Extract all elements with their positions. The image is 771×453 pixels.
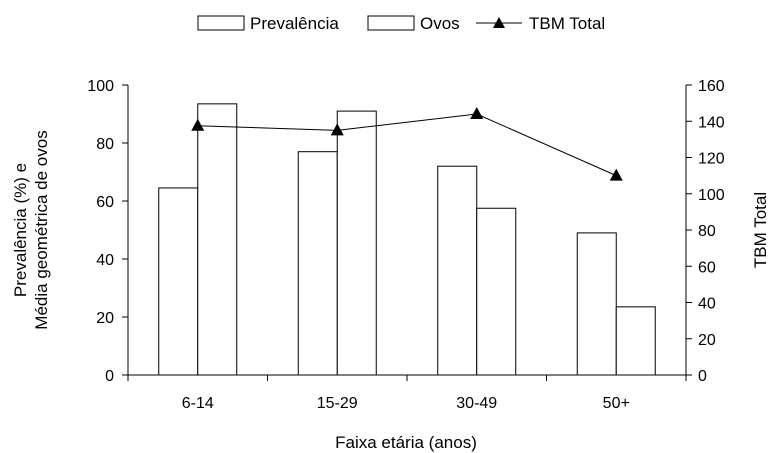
left-tick-label-5: 100 (87, 78, 114, 95)
point-tbmtotal-3 (609, 168, 623, 181)
right-tick-label-4: 80 (698, 223, 716, 240)
x-tick-label-0: 6-14 (182, 395, 214, 412)
plot-area: 0 20 40 60 80 100 0 20 40 60 80 100 120 140 160 6-14 15-… (87, 78, 725, 412)
right-tick-label-6: 120 (698, 151, 725, 168)
point-tbmtotal-2 (470, 107, 484, 119)
bar-ovos-1 (336, 110, 377, 376)
bar-ovos-0 (197, 103, 238, 376)
right-tick-label-8: 160 (698, 78, 725, 95)
x-axis-title: Faixa etária (anos) (335, 433, 477, 452)
bar-prevalncia-0 (158, 187, 199, 376)
x-tick-label-1: 15-29 (317, 395, 358, 412)
left-axis-title-line-1: Prevalência (%) e (11, 163, 30, 297)
right-axis-title: TBM Total (751, 192, 770, 268)
bar-prevalncia-2 (437, 165, 478, 376)
bar-prevalncia-1 (297, 151, 338, 376)
legend-swatch-ovos (367, 15, 415, 31)
legend-label-ovos: Ovos (420, 14, 460, 33)
line-tbmtotal (197, 113, 617, 177)
legend-marker-tbm (493, 17, 505, 28)
bar-prevalncia-3 (576, 232, 617, 376)
legend-label-prevalencia: Prevalência (250, 14, 339, 33)
left-tick-label-3: 60 (96, 194, 114, 211)
left-axis-title-line-2: Média geométrica de ovos (32, 130, 51, 329)
right-tick-label-0: 0 (698, 368, 707, 385)
bar-ovos-3 (615, 306, 656, 376)
right-tick-label-2: 40 (698, 296, 716, 313)
right-tick-label-1: 20 (698, 332, 716, 349)
point-tbmtotal-1 (330, 123, 344, 136)
legend-swatch-prevalencia (197, 15, 245, 31)
left-tick-label-1: 20 (96, 310, 114, 327)
x-tick-label-3: 50+ (603, 395, 630, 412)
right-tick-label-5: 100 (698, 187, 725, 204)
bar-ovos-2 (476, 207, 517, 376)
x-tick-label-2: 30-49 (456, 395, 497, 412)
point-tbmtotal-0 (191, 118, 205, 131)
left-tick-label-4: 80 (96, 136, 114, 153)
right-tick-label-3: 60 (698, 259, 716, 276)
right-tick-label-7: 140 (698, 114, 725, 131)
left-tick-label-2: 40 (96, 252, 114, 269)
legend: Prevalência Ovos TBM Total (197, 14, 605, 33)
legend-label-tbm: TBM Total (529, 14, 605, 33)
left-tick-label-0: 0 (105, 368, 114, 385)
